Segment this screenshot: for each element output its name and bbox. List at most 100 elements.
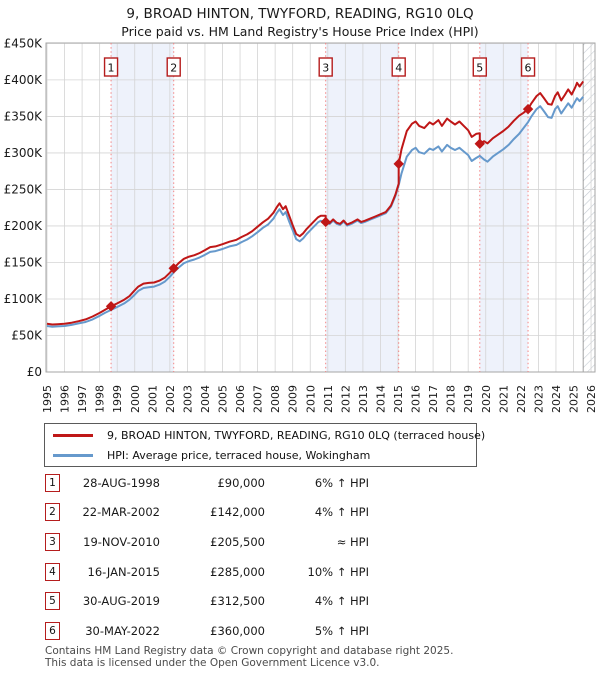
footer-line-1: Contains HM Land Registry data © Crown c… (45, 645, 454, 657)
x-tick-label: 1995 (41, 385, 54, 413)
x-tick-label: 2002 (164, 385, 177, 413)
legend-label-hpi: HPI: Average price, terraced house, Woki… (107, 449, 371, 462)
sale-price: £285,000 (210, 564, 265, 579)
future-hatch (583, 43, 595, 372)
sale-number-box (391, 57, 406, 77)
y-tick-label: £150K (4, 255, 44, 269)
sale-price: £142,000 (210, 505, 265, 520)
hpi-line (46, 96, 584, 328)
x-tick-label: 2012 (339, 385, 352, 413)
sale-number-label: 2 (170, 62, 177, 75)
x-tick-label: 2009 (287, 385, 300, 413)
x-tick-label: 2025 (568, 385, 581, 413)
sale-vs-hpi: 5% ↑ HPI (314, 623, 369, 638)
sale-marker (522, 103, 534, 115)
hpi-line-swatch (53, 454, 93, 457)
price-line (46, 80, 585, 326)
x-tick-label: 2010 (304, 385, 317, 413)
ownership-band (111, 43, 174, 372)
y-tick-label: £50K (11, 328, 43, 342)
sale-price: £90,000 (217, 475, 265, 490)
table-row: 4 16-JAN-2015 £285,000 10% ↑ HPI (0, 557, 600, 587)
sale-price: £312,500 (210, 594, 265, 609)
sale-marker (393, 158, 404, 170)
sale-number-box (103, 57, 119, 77)
x-tick-label: 2022 (515, 385, 528, 413)
price-history-chart: 1 2 3 4 5 6 £0 £50K £100K £150K £200K £250K £300K £35… (4, 36, 598, 413)
sale-number-box (520, 57, 536, 77)
sale-number-box (166, 57, 181, 77)
sale-number-label: 5 (476, 62, 483, 75)
x-tick-label: 2000 (129, 385, 142, 413)
y-tick-label: £100K (4, 292, 44, 306)
table-row: 5 30-AUG-2019 £312,500 4% ↑ HPI (0, 586, 600, 616)
sale-vs-hpi: 10% ↑ HPI (307, 564, 369, 579)
y-tick-label: £200K (4, 219, 44, 233)
y-tick-label: £400K (4, 73, 44, 87)
x-tick-label: 2019 (462, 385, 475, 413)
x-tick-label: 2005 (217, 385, 230, 413)
sale-number-badge: 3 (45, 532, 60, 551)
x-tick-label: 2017 (427, 385, 440, 413)
legend-item-hpi: HPI: Average price, terraced house, Woki… (45, 447, 476, 464)
x-tick-label: 2011 (322, 385, 335, 413)
sale-vs-hpi: 4% ↑ HPI (314, 594, 369, 609)
table-row: 1 28-AUG-1998 £90,000 6% ↑ HPI (0, 468, 600, 498)
sale-number-label: 4 (395, 62, 402, 75)
x-tick-label: 2026 (585, 385, 598, 413)
sale-date: 16-JAN-2015 (87, 564, 161, 579)
x-tick-label: 2015 (392, 385, 405, 413)
sale-number-badge: 4 (45, 562, 60, 581)
sale-number-badge: 6 (45, 621, 60, 640)
x-tick-label: 2007 (252, 385, 265, 413)
table-row: 6 30-MAY-2022 £360,000 5% ↑ HPI (0, 616, 600, 646)
page-title: 9, BROAD HINTON, TWYFORD, READING, RG10 … (126, 6, 474, 22)
x-tick-label: 1997 (76, 385, 89, 413)
sale-date: 28-AUG-1998 (82, 475, 160, 490)
x-tick-label: 2004 (199, 385, 212, 413)
license-footer: Contains HM Land Registry data © Crown c… (45, 645, 585, 670)
table-row: 3 19-NOV-2010 £205,500 ≈ HPI (0, 527, 600, 557)
y-tick-label: £350K (4, 109, 44, 123)
sale-number-box (318, 57, 333, 77)
sale-number-badge: 1 (45, 473, 60, 492)
x-tick-label: 2014 (374, 385, 387, 413)
sale-date: 30-MAY-2022 (85, 623, 160, 638)
sale-number-label: 1 (108, 62, 115, 75)
x-tick-label: 1999 (111, 385, 124, 413)
transactions-table: 1 28-AUG-1998 £90,000 6% ↑ HPI 2 22-MAR-… (0, 468, 600, 646)
x-tick-label: 1996 (59, 385, 72, 413)
sale-date: 22-MAR-2002 (82, 505, 160, 520)
x-tick-label: 2008 (269, 385, 282, 413)
price-line-swatch (53, 434, 93, 437)
plot-border (45, 42, 596, 373)
sale-number-box (472, 57, 487, 77)
page-subtitle: Price paid vs. HM Land Registry's House … (121, 24, 479, 39)
sale-number-label: 3 (322, 62, 329, 75)
x-tick-label: 2023 (532, 385, 545, 413)
ownership-band (325, 43, 399, 372)
legend-item-property: 9, BROAD HINTON, TWYFORD, READING, RG10 … (45, 427, 485, 444)
y-tick-label: £250K (4, 182, 44, 196)
sale-number-label: 6 (525, 62, 532, 75)
sale-date: 30-AUG-2019 (82, 594, 160, 609)
sale-vs-hpi: ≈ HPI (336, 534, 369, 549)
sale-marker (320, 216, 331, 228)
sale-number-badge: 2 (45, 503, 60, 522)
x-tick-label: 2003 (181, 385, 194, 413)
sale-price: £360,000 (210, 623, 265, 638)
chart-canvas: 1 2 3 4 5 6 £0 £50K £100K £150K £200K £250K £300K £35… (4, 36, 598, 413)
x-tick-label: 2020 (480, 385, 493, 413)
sale-marker (474, 138, 485, 150)
x-tick-label: 2018 (445, 385, 458, 413)
sale-vs-hpi: 4% ↑ HPI (314, 505, 369, 520)
x-tick-label: 2024 (550, 385, 563, 413)
table-row: 2 22-MAR-2002 £142,000 4% ↑ HPI (0, 498, 600, 528)
x-tick-label: 2013 (357, 385, 370, 413)
x-tick-label: 2021 (497, 385, 510, 413)
legend-label-property: 9, BROAD HINTON, TWYFORD, READING, RG10 … (107, 429, 486, 442)
y-tick-label: £0 (27, 365, 42, 379)
x-tick-label: 2006 (234, 385, 247, 413)
x-tick-label: 2016 (410, 385, 423, 413)
